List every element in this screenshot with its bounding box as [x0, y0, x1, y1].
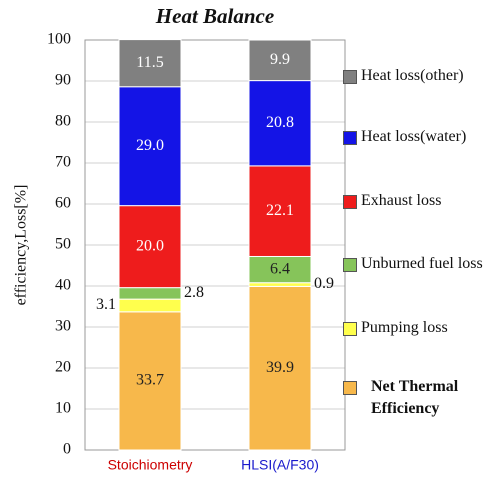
bar-segment — [118, 311, 182, 451]
legend-label: Heat loss(water) — [361, 128, 467, 145]
value-label: 2.8 — [184, 284, 204, 301]
bar-segment — [118, 39, 182, 88]
y-tick-label: 20 — [55, 359, 71, 376]
y-tick-label: 50 — [55, 236, 71, 253]
x-tick-label: Stoichiometry — [108, 457, 193, 473]
y-tick-label: 10 — [55, 400, 71, 417]
legend-item: Exhaust loss — [343, 190, 498, 212]
legend-swatch — [343, 195, 357, 209]
bar-segment — [248, 39, 312, 82]
legend-label: Unburned fuel loss — [361, 255, 483, 272]
legend-swatch — [343, 70, 357, 84]
value-label: 3.1 — [96, 296, 116, 313]
y-tick-label: 40 — [55, 277, 71, 294]
legend-item: Net Thermal Efficiency — [343, 376, 498, 420]
y-axis-title: efficiency,Loss[%] — [13, 185, 30, 306]
legend-item: Pumping loss — [343, 317, 498, 339]
legend-item: Heat loss(water) — [343, 126, 498, 148]
value-label: 6.4 — [270, 260, 290, 277]
value-label: 9.9 — [270, 51, 290, 68]
y-tick-label: 90 — [55, 72, 71, 89]
value-label: 20.0 — [136, 237, 164, 254]
y-tick-label: 30 — [55, 318, 71, 335]
legend-label: Heat loss(other) — [361, 67, 464, 84]
legend-label: Pumping loss — [361, 319, 448, 336]
value-label: 33.7 — [136, 372, 164, 389]
bar-segment — [248, 285, 312, 451]
chart-title: Heat Balance — [155, 4, 274, 28]
bar-segment — [118, 298, 182, 313]
bar-segment — [248, 282, 312, 287]
legend-swatch — [343, 131, 357, 145]
bar-segment — [248, 80, 312, 167]
value-label: 11.5 — [136, 54, 163, 71]
bar-segment — [118, 86, 182, 207]
legend-swatch — [343, 381, 357, 395]
value-label: 20.8 — [266, 114, 294, 131]
legend-label: Exhaust loss — [361, 192, 442, 209]
legend-item: Heat loss(other) — [343, 65, 498, 87]
value-label: 29.0 — [136, 137, 164, 154]
y-tick-label: 60 — [55, 195, 71, 212]
bar-segment — [118, 205, 182, 289]
value-label: 0.9 — [314, 275, 334, 292]
y-tick-label: 0 — [63, 441, 71, 458]
y-tick-label: 100 — [47, 31, 71, 48]
value-label: 39.9 — [266, 359, 294, 376]
legend-label: Net Thermal Efficiency — [371, 378, 459, 417]
x-tick-label: HLSI(A/F30) — [241, 457, 319, 473]
y-tick-label: 70 — [55, 154, 71, 171]
y-tick-label: 80 — [55, 113, 71, 130]
plot-frame — [84, 39, 346, 451]
legend-item: Unburned fuel loss — [343, 253, 498, 275]
legend-swatch — [343, 258, 357, 272]
bar-segment — [118, 287, 182, 300]
value-label: 22.1 — [266, 202, 294, 219]
legend-swatch — [343, 322, 357, 336]
